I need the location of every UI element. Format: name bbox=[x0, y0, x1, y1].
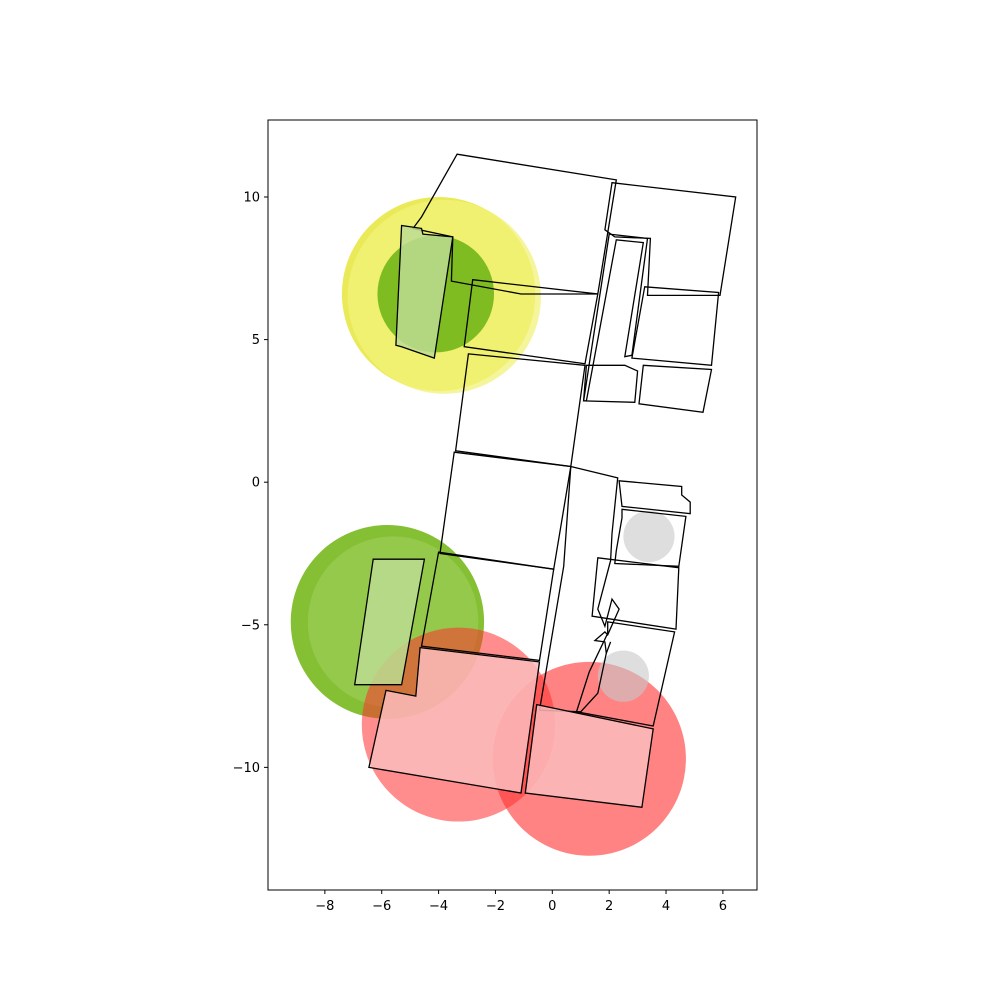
x-tick-label: −4 bbox=[429, 899, 448, 914]
room-outline-7 bbox=[631, 286, 720, 367]
plot-frame bbox=[267, 119, 758, 891]
y-tick-label: 0 bbox=[252, 476, 260, 491]
y-axis: 10 5 0 −5 −10 bbox=[233, 191, 268, 776]
room-outline-2 bbox=[604, 181, 737, 297]
room-outline-12 bbox=[420, 551, 555, 662]
room-outline-1 bbox=[411, 153, 618, 295]
room-outline-16 bbox=[591, 557, 680, 630]
y-tick-label: 10 bbox=[243, 191, 260, 206]
plot-area bbox=[290, 153, 737, 856]
room-outline-18 bbox=[368, 646, 541, 794]
room-outline-8 bbox=[638, 364, 713, 414]
x-tick-label: −8 bbox=[315, 899, 334, 914]
room-outline-14 bbox=[618, 480, 691, 515]
room-outline-11 bbox=[353, 558, 426, 686]
x-axis: −8 −6 −4 −2 0 2 4 6 bbox=[315, 890, 727, 914]
room-outline-19 bbox=[524, 703, 654, 809]
room-outlines bbox=[353, 153, 737, 809]
x-tick-label: 6 bbox=[719, 899, 727, 914]
room-outline-3 bbox=[395, 224, 454, 359]
room-outline-9 bbox=[582, 364, 639, 403]
room-outline-4 bbox=[463, 278, 599, 365]
y-tick-label: 5 bbox=[252, 333, 260, 348]
x-tick-label: 0 bbox=[548, 899, 556, 914]
room-outline-17 bbox=[575, 621, 676, 727]
x-tick-label: 2 bbox=[605, 899, 613, 914]
y-tick-label: −10 bbox=[233, 761, 260, 776]
x-tick-label: −2 bbox=[486, 899, 505, 914]
x-tick-label: 4 bbox=[662, 899, 670, 914]
coverage-circle-8 bbox=[623, 510, 675, 563]
room-outline-13 bbox=[538, 465, 620, 713]
coverage-circle-9 bbox=[597, 650, 649, 702]
x-tick-label: −6 bbox=[372, 899, 391, 914]
y-tick-label: −5 bbox=[241, 618, 260, 633]
room-outline-15 bbox=[614, 508, 687, 567]
